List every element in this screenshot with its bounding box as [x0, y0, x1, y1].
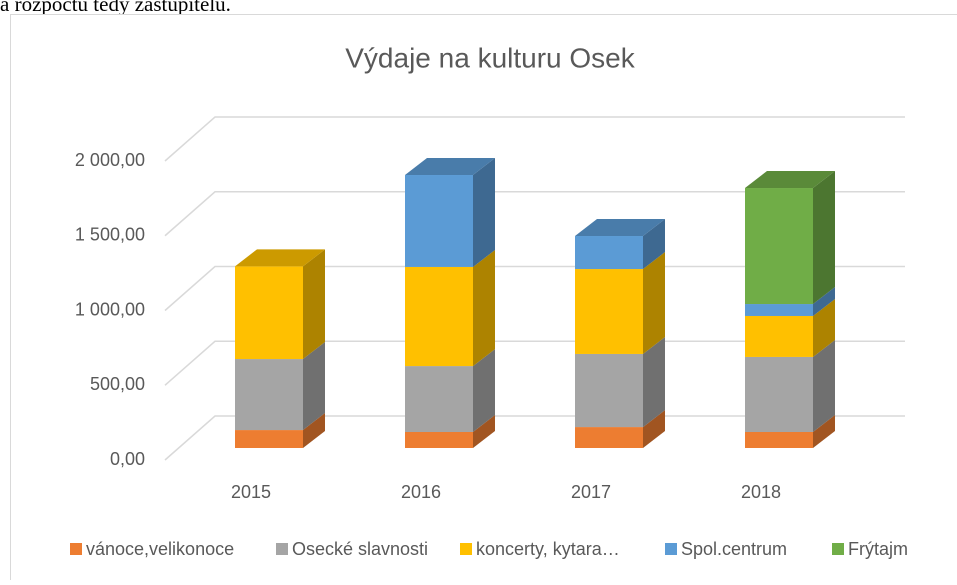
bar-side [643, 252, 665, 354]
bar [575, 427, 643, 448]
bar [575, 269, 643, 354]
x-tick-label: 2015 [231, 482, 271, 502]
bar [575, 236, 643, 269]
x-tick-label: 2016 [401, 482, 441, 502]
y-tick-label: 2 000,00 [75, 150, 145, 170]
legend-label: koncerty, kytara… [476, 539, 620, 559]
bar [745, 316, 813, 357]
bar [235, 266, 303, 359]
chart-title: Výdaje na kulturu Osek [345, 42, 635, 73]
y-tick-label: 500,00 [90, 374, 145, 394]
legend-label: Spol.centrum [681, 539, 787, 559]
bar [405, 267, 473, 366]
legend-swatch [70, 543, 82, 555]
bar [745, 357, 813, 432]
bar-side [303, 249, 325, 359]
x-tick-label: 2018 [741, 482, 781, 502]
legend-label: Frýtajm [848, 539, 908, 559]
y-tick-label: 0,00 [110, 449, 145, 469]
legend-swatch [460, 543, 472, 555]
y-tick-label: 1 500,00 [75, 225, 145, 245]
legend-swatch [665, 543, 677, 555]
bar [405, 432, 473, 448]
bar-side [473, 250, 495, 366]
bar-side [813, 171, 835, 304]
bar [745, 432, 813, 448]
legend-label: Osecké slavnosti [292, 539, 428, 559]
bar [745, 304, 813, 316]
legend-swatch [832, 543, 844, 555]
bar [235, 430, 303, 448]
bar [745, 188, 813, 304]
bar [235, 359, 303, 430]
x-tick-label: 2017 [571, 482, 611, 502]
bar [405, 366, 473, 432]
y-tick-label: 1 000,00 [75, 299, 145, 319]
bar [405, 175, 473, 267]
legend-label: vánoce,velikonoce [86, 539, 234, 559]
bar [575, 354, 643, 427]
legend-swatch [276, 543, 288, 555]
body-text: a rozpočtu tedy zastupitelů. [0, 0, 231, 16]
bar-side [473, 158, 495, 267]
